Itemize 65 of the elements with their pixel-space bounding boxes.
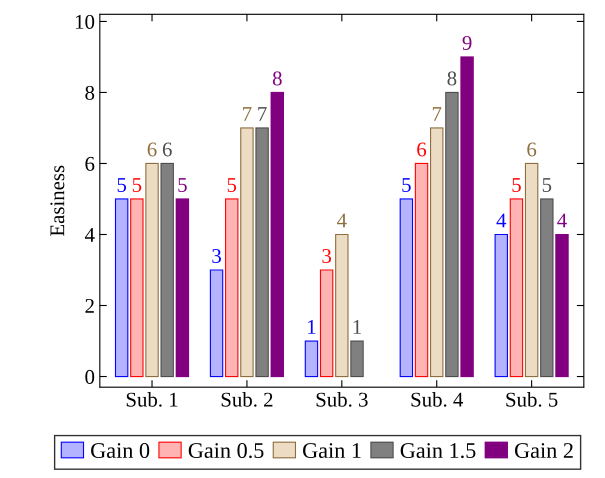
data-label: 5	[542, 178, 552, 192]
bar	[414, 162, 428, 378]
data-label: 4	[337, 214, 347, 228]
bar	[494, 234, 508, 378]
data-label: 5	[512, 178, 521, 192]
bar	[304, 340, 318, 378]
x-tick-label: Sub. 4	[411, 392, 464, 407]
bar	[145, 162, 159, 378]
bar	[350, 340, 364, 378]
bar	[510, 198, 524, 378]
bar	[210, 269, 224, 378]
data-label: 9	[462, 36, 472, 50]
bar	[445, 92, 459, 378]
bar	[430, 127, 444, 378]
data-label: 5	[178, 178, 187, 192]
data-label: 5	[118, 178, 126, 192]
legend-label: Gain 1.5	[400, 443, 476, 458]
bar	[176, 198, 190, 378]
x-tick-label: Sub. 3	[316, 392, 368, 407]
data-label: 4	[496, 214, 506, 228]
data-label: 4	[557, 214, 567, 228]
bar	[255, 127, 269, 378]
data-label: 5	[402, 178, 411, 192]
y-tick-label: 10	[76, 14, 94, 29]
data-label: 1	[354, 320, 361, 334]
legend-label: Gain 0.5	[188, 443, 264, 458]
data-label: 5	[132, 178, 142, 192]
data-label: 7	[258, 107, 267, 121]
data-label: 1	[308, 320, 316, 334]
y-tick-label: 0	[85, 370, 94, 384]
legend-label: Gain 0	[91, 443, 150, 458]
bar	[555, 234, 569, 378]
y-axis-title: Easiness	[50, 166, 64, 236]
data-label: 8	[447, 71, 456, 86]
data-label: 6	[527, 142, 536, 156]
bar	[225, 198, 238, 378]
bar	[320, 269, 334, 378]
x-tick-label: Sub. 2	[222, 392, 272, 407]
bar	[540, 198, 554, 378]
x-tick-label: Sub. 1	[126, 392, 178, 407]
y-tick-label: 8	[85, 86, 94, 100]
y-tick-label: 2	[85, 298, 94, 313]
legend-label: Gain 1	[303, 443, 361, 458]
data-label: 7	[243, 107, 252, 121]
bar	[160, 162, 174, 378]
data-label: 6	[148, 142, 157, 156]
bar	[400, 198, 414, 378]
data-label: 6	[417, 142, 426, 156]
bar	[524, 162, 538, 378]
data-label: 8	[272, 71, 282, 86]
data-label: 5	[228, 178, 236, 192]
bar	[114, 198, 128, 378]
bar	[335, 234, 349, 378]
bar	[240, 127, 254, 378]
y-tick-label: 4	[84, 228, 95, 242]
y-tick-label: 6	[85, 156, 94, 171]
data-label: 6	[162, 142, 172, 156]
x-tick-label: Sub. 5	[506, 392, 558, 407]
bar	[270, 92, 284, 378]
data-label: 3	[212, 248, 221, 263]
data-label: 7	[432, 107, 442, 121]
bar	[460, 56, 474, 378]
bar	[130, 198, 144, 378]
legend-label: Gain 2	[515, 443, 573, 458]
data-label: 3	[322, 248, 332, 263]
